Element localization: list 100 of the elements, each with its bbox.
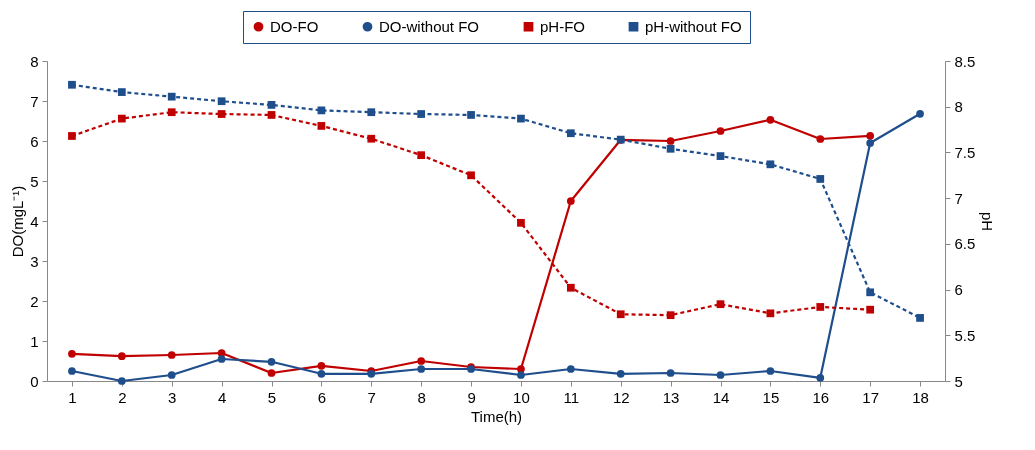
x-tick-label: 11 <box>563 388 580 406</box>
point <box>716 371 725 379</box>
point <box>167 92 176 101</box>
point <box>267 101 276 109</box>
point <box>716 127 725 135</box>
point <box>317 361 326 370</box>
y-tick-label: 3 <box>30 252 39 270</box>
x-tick-label: 16 <box>812 388 830 406</box>
point <box>816 303 825 311</box>
point <box>167 351 176 359</box>
point <box>267 369 276 377</box>
x-tick-label: 7 <box>367 388 376 406</box>
legend-label: DO-FO <box>270 17 319 35</box>
point <box>766 115 775 124</box>
x-tick-label: 2 <box>118 388 127 406</box>
y2-tick-label: 5 <box>954 372 963 390</box>
point <box>467 111 475 119</box>
y2-tick-label: 5.5 <box>954 326 976 344</box>
x-tick-label: 10 <box>513 388 530 406</box>
point <box>716 300 725 309</box>
point <box>816 373 825 382</box>
x-tick-label: 15 <box>762 388 780 406</box>
x-tick-label: 6 <box>317 388 327 406</box>
x-tick-label: 3 <box>168 388 177 406</box>
point <box>117 377 126 385</box>
point <box>616 369 625 378</box>
legend-label: pH-FO <box>540 17 585 35</box>
point <box>666 144 675 153</box>
legend-label: DO-without FO <box>379 17 480 35</box>
point <box>68 349 76 358</box>
x-tick-label: 8 <box>417 388 426 406</box>
x-axis-title: Time(h) <box>470 407 523 425</box>
x-tick-label: 12 <box>612 388 630 406</box>
point <box>517 218 525 227</box>
point <box>566 283 575 292</box>
y2-tick-label: 7.5 <box>954 143 976 161</box>
point <box>816 175 825 183</box>
y-tick-label: 7 <box>30 92 39 110</box>
y2-tick-label: 8.5 <box>954 52 976 70</box>
point <box>766 160 775 169</box>
x-tick-label: 1 <box>68 388 77 406</box>
point <box>217 110 226 118</box>
legend-label: pH-without FO <box>645 17 742 35</box>
point <box>616 310 625 319</box>
y-tick-label: 2 <box>30 292 39 310</box>
y-tick-label: 6 <box>30 132 39 150</box>
y-tick-label: 1 <box>30 332 39 350</box>
point <box>566 197 575 205</box>
y2-tick-label: 8 <box>954 98 963 116</box>
point <box>467 171 475 180</box>
y-tick-label: 4 <box>30 212 39 230</box>
point <box>217 355 226 363</box>
point <box>866 305 875 314</box>
point <box>117 114 126 123</box>
point <box>816 135 825 143</box>
x-tick-label: 17 <box>862 388 880 406</box>
point <box>117 352 126 361</box>
point <box>916 109 924 118</box>
point <box>217 97 226 106</box>
y2-tick-label: 7 <box>954 189 963 207</box>
point <box>566 365 575 373</box>
x-tick-label: 13 <box>662 388 680 406</box>
point <box>267 357 276 366</box>
y-axis-title: DO(mgL⁻¹) <box>9 185 27 258</box>
point <box>317 369 326 378</box>
point <box>68 80 76 89</box>
point <box>417 151 426 160</box>
x-tick-label: 5 <box>267 388 277 406</box>
point <box>766 367 775 375</box>
point <box>566 129 575 138</box>
x-tick-label: 4 <box>217 388 227 406</box>
point <box>317 106 326 115</box>
point <box>666 311 675 320</box>
point <box>267 111 276 119</box>
point <box>716 152 725 160</box>
x-tick-label: 18 <box>912 388 929 406</box>
y2-tick-label: 6 <box>954 281 963 299</box>
point <box>68 367 76 375</box>
point <box>68 132 76 140</box>
point <box>117 88 126 96</box>
point <box>417 365 426 373</box>
point <box>417 357 426 365</box>
point <box>866 131 875 140</box>
y2-tick-label: 6.5 <box>954 235 976 253</box>
point <box>866 288 875 297</box>
point <box>766 309 775 318</box>
point <box>866 139 875 147</box>
point <box>517 114 525 123</box>
point <box>317 122 326 130</box>
point <box>367 134 376 143</box>
point <box>167 371 176 379</box>
point <box>417 110 426 118</box>
x-tick-label: 14 <box>712 388 730 406</box>
y2-axis-title: pH <box>979 211 997 232</box>
y-tick-label: 8 <box>30 52 39 70</box>
y-tick-label: 5 <box>30 172 39 190</box>
y-tick-label: 0 <box>30 372 39 390</box>
point <box>666 369 675 377</box>
x-tick-label: 9 <box>467 388 476 406</box>
point <box>367 108 376 117</box>
